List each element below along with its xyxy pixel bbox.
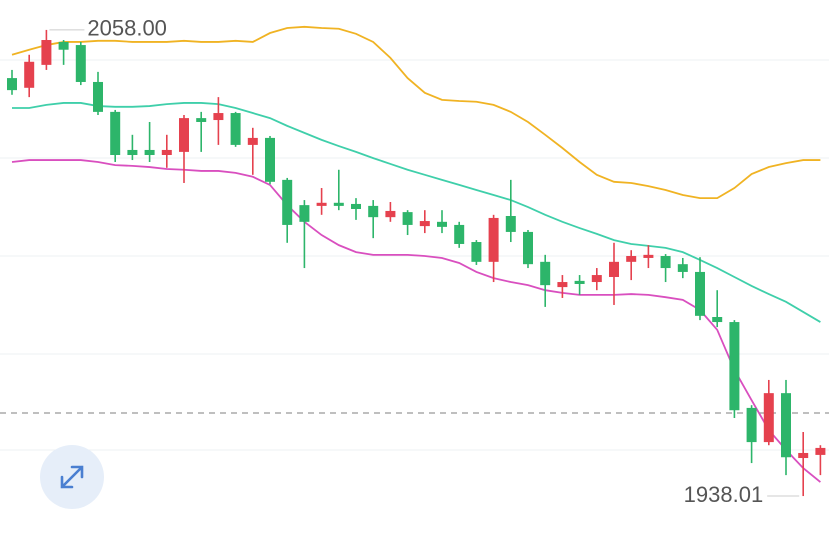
candle-body <box>179 118 189 152</box>
candle-body <box>144 149 155 156</box>
candle-body <box>523 231 533 265</box>
candle-body <box>781 393 791 458</box>
candle-body <box>58 41 69 50</box>
max-label: 2058.00 <box>87 16 167 41</box>
candle-body <box>643 254 654 258</box>
candle-body <box>24 61 35 88</box>
candle-body <box>41 40 52 65</box>
candle-body <box>316 202 327 206</box>
candle-body <box>247 137 258 145</box>
candle-body <box>161 149 172 156</box>
candle-body <box>574 280 585 284</box>
candle-body <box>93 81 103 112</box>
candle-body <box>540 261 551 286</box>
candle-body <box>746 407 757 443</box>
candle-body <box>505 215 516 232</box>
min-label: 1938.01 <box>684 482 764 507</box>
candle-body <box>557 282 568 288</box>
candle-body <box>798 452 809 459</box>
candle-body <box>127 149 138 156</box>
candle-body <box>333 202 344 206</box>
candle-body <box>351 203 361 210</box>
candle-body <box>419 221 430 227</box>
candle-body <box>763 393 774 443</box>
band-line <box>11 159 821 483</box>
expand-icon[interactable] <box>60 465 84 489</box>
band-line <box>12 102 821 323</box>
candle-body <box>282 179 293 225</box>
candle-body <box>230 113 241 145</box>
candle-body <box>75 45 86 82</box>
candle-body <box>402 212 413 225</box>
candle-body <box>454 224 465 244</box>
expand-button[interactable] <box>40 445 104 509</box>
candle-body <box>110 111 121 156</box>
candle-body <box>385 210 396 218</box>
candle-body <box>213 113 224 121</box>
candle-body <box>437 221 447 227</box>
candle-body <box>471 242 482 262</box>
candle-body <box>695 271 705 316</box>
candle-body <box>265 137 275 182</box>
candle-body <box>196 118 207 122</box>
candle-body <box>591 275 602 283</box>
candle-body <box>7 78 17 91</box>
candle-body <box>609 261 619 277</box>
candle-body <box>815 447 826 455</box>
plot: 2058.00 1938.01 <box>7 16 826 507</box>
candle-body <box>626 256 637 262</box>
candle-body <box>712 317 723 323</box>
band-line <box>11 25 821 200</box>
candle-body <box>729 322 740 411</box>
candle-body <box>660 256 671 269</box>
candle-body <box>488 217 499 262</box>
candle-body <box>299 205 310 222</box>
candle-body <box>368 205 379 218</box>
candle-body <box>677 264 688 272</box>
